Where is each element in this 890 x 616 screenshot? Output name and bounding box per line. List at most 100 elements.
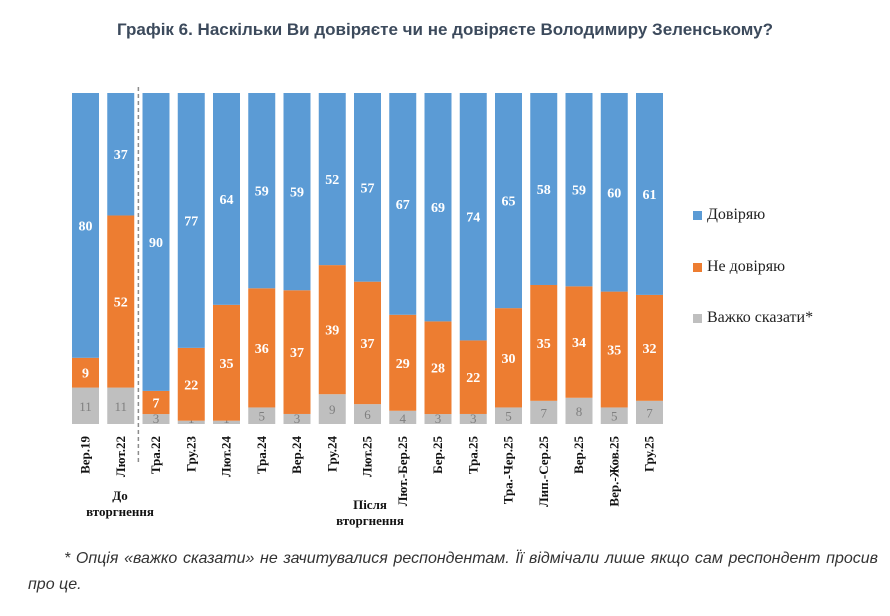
x-tick-label-8: Лют.25 (360, 436, 375, 478)
data-label-hard-to-say-8: 6 (364, 407, 371, 422)
data-label-hard-to-say-1: 11 (114, 399, 127, 414)
data-label-hard-to-say-16: 7 (646, 405, 653, 420)
data-label-trust-16: 61 (643, 188, 657, 203)
bar-distrust-7 (318, 265, 346, 395)
data-label-distrust-12: 30 (502, 352, 516, 367)
bar-distrust-14 (565, 286, 593, 398)
x-tick-label-0: Вер.19 (78, 436, 93, 474)
bar-distrust-3 (177, 347, 205, 421)
bar-distrust-5 (248, 288, 276, 408)
x-tick-label-15: Вер.-Жов.25 (606, 436, 621, 507)
x-tick-label-10: Бер.25 (430, 436, 445, 474)
data-label-trust-13: 58 (537, 183, 551, 198)
bar-hard-to-say-6 (283, 413, 311, 424)
bar-trust-1 (107, 93, 135, 216)
bar-distrust-2 (142, 390, 170, 415)
data-label-distrust-3: 22 (184, 378, 198, 393)
data-label-hard-to-say-6: 3 (294, 411, 301, 426)
bar-hard-to-say-12 (495, 407, 522, 424)
bar-hard-to-say-5 (248, 407, 276, 424)
bar-hard-to-say-3 (177, 420, 205, 424)
chart-title: Графік 6. Наскільки Ви довіряєте чи не д… (116, 20, 773, 39)
x-tick-label-11: Тра.25 (465, 436, 480, 475)
data-label-distrust-10: 28 (431, 362, 445, 377)
data-label-trust-2: 90 (149, 236, 163, 251)
data-label-hard-to-say-10: 3 (435, 411, 442, 426)
bar-distrust-12 (495, 308, 522, 408)
data-label-hard-to-say-11: 3 (470, 411, 477, 426)
legend-item-hard-to-say: Важко сказати* (693, 309, 813, 327)
bar-hard-to-say-15 (600, 407, 628, 424)
data-label-hard-to-say-2: 3 (153, 411, 160, 426)
data-label-trust-0: 80 (79, 219, 93, 234)
bar-distrust-4 (213, 304, 240, 421)
data-label-hard-to-say-14: 8 (576, 404, 583, 419)
data-label-distrust-5: 36 (255, 342, 269, 357)
data-label-trust-7: 52 (325, 173, 339, 188)
bar-hard-to-say-2 (142, 414, 170, 424)
data-label-trust-9: 67 (396, 198, 410, 213)
data-label-hard-to-say-7: 9 (329, 402, 336, 417)
bar-trust-15 (600, 93, 628, 292)
bar-trust-10 (424, 93, 452, 322)
data-label-trust-5: 59 (255, 185, 269, 200)
legend-label-distrust: Не довіряю (707, 258, 786, 275)
bar-trust-4 (213, 93, 240, 305)
data-label-trust-6: 59 (290, 186, 304, 201)
data-label-trust-11: 74 (466, 211, 480, 226)
legend-item-distrust: Не довіряю (693, 258, 785, 276)
bar-hard-to-say-10 (424, 414, 452, 424)
legend-swatch-distrust (693, 262, 702, 272)
data-label-trust-1: 37 (114, 148, 128, 163)
data-label-distrust-13: 35 (537, 337, 551, 352)
bar-distrust-8 (354, 281, 381, 405)
bar-distrust-0 (72, 357, 99, 388)
bar-distrust-11 (459, 340, 487, 414)
x-tick-label-1: Лют.22 (113, 436, 128, 477)
legend-label-trust: Довіряю (707, 206, 766, 223)
stacked-bar-chart: 11980Вер.19115237Лют.223790Тра.2212277Гр… (72, 87, 663, 508)
x-tick-label-13: Лип.-Сер.25 (536, 436, 551, 508)
bar-hard-to-say-13 (530, 400, 558, 424)
bar-hard-to-say-11 (459, 413, 487, 424)
legend-swatch-hard-to-say (693, 313, 702, 323)
data-label-hard-to-say-15: 5 (611, 409, 618, 424)
data-label-trust-4: 64 (220, 193, 234, 208)
bar-distrust-15 (600, 291, 628, 408)
era-label-before-invasion: До вторгнення (86, 488, 154, 519)
data-label-trust-8: 57 (361, 181, 375, 196)
bar-trust-0 (72, 93, 99, 358)
bar-trust-13 (530, 93, 558, 285)
bar-trust-7 (318, 93, 346, 266)
bar-hard-to-say-14 (565, 397, 593, 424)
bar-trust-6 (283, 93, 311, 291)
bar-distrust-1 (107, 215, 135, 388)
era-label-after-invasion: Після вторгнення (336, 497, 404, 528)
x-tick-label-2: Тра.22 (148, 436, 163, 474)
data-label-distrust-14: 34 (572, 336, 586, 351)
data-label-trust-14: 59 (572, 184, 586, 199)
bar-hard-to-say-8 (354, 404, 381, 424)
x-tick-label-7: Гру.24 (324, 436, 339, 472)
data-label-trust-3: 77 (184, 214, 198, 229)
data-label-distrust-16: 32 (643, 342, 657, 357)
data-label-trust-10: 69 (431, 201, 445, 216)
x-tick-label-4: Лют.24 (219, 436, 234, 478)
bar-trust-9 (389, 93, 417, 315)
bar-hard-to-say-4 (213, 420, 240, 424)
data-label-hard-to-say-13: 7 (541, 405, 548, 420)
bar-trust-8 (354, 93, 381, 282)
legend-label-hard-to-say: Важко сказати* (707, 309, 814, 326)
bar-hard-to-say-0 (72, 387, 99, 424)
x-tick-label-12: Тра.-Чер.25 (501, 436, 516, 505)
bar-hard-to-say-7 (318, 394, 346, 424)
x-tick-label-3: Гру.23 (183, 436, 198, 472)
data-label-distrust-11: 22 (466, 371, 480, 386)
data-label-hard-to-say-9: 4 (400, 411, 407, 426)
data-label-distrust-8: 37 (361, 337, 375, 352)
data-label-hard-to-say-12: 5 (505, 409, 512, 424)
data-label-trust-15: 60 (607, 186, 621, 201)
data-label-hard-to-say-0: 11 (79, 399, 92, 414)
data-label-distrust-15: 35 (607, 344, 621, 359)
bar-distrust-9 (389, 314, 417, 411)
